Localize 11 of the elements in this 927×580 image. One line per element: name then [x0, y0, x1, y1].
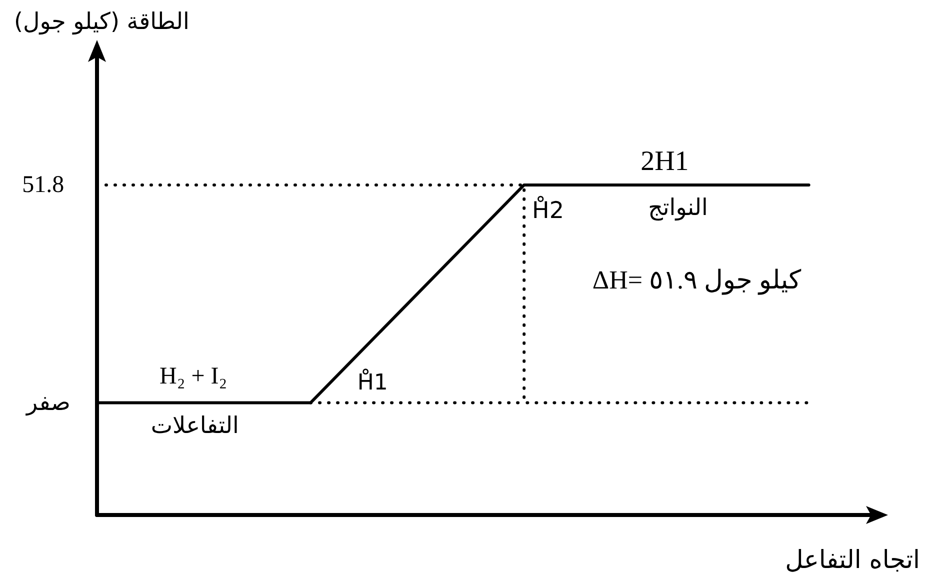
text: 2H1 — [640, 146, 689, 178]
annotation: H̊2 — [532, 196, 564, 224]
annotation: ΔH= كيلو جول ٥١.٩ — [592, 266, 802, 296]
annotation: النواتج — [648, 195, 708, 222]
x-axis-title: اتجاه التفاعل — [785, 545, 920, 574]
text: الطاقة (كيلو جول) — [14, 9, 190, 36]
annotation: H̊1 — [357, 368, 388, 396]
annotation: H₂ + I₂ — [160, 363, 228, 390]
text: صفر — [26, 390, 70, 416]
annotation: التفاعلات — [150, 413, 239, 440]
text: 51.8 — [22, 172, 64, 198]
